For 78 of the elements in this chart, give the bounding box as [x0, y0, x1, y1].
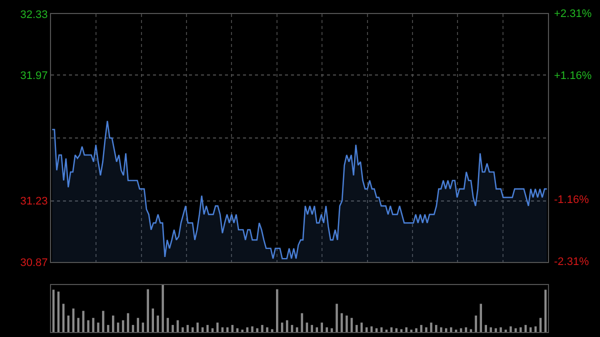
bar [280, 322, 284, 332]
bar [176, 320, 179, 332]
bar [186, 324, 189, 332]
bar [77, 318, 80, 332]
bar [430, 322, 432, 332]
bar [116, 322, 120, 332]
bar [182, 327, 184, 332]
bar [166, 318, 169, 332]
bar [440, 327, 442, 332]
bar [360, 322, 363, 332]
bar [266, 327, 268, 332]
bar [520, 327, 522, 332]
bar [460, 328, 462, 332]
bar [156, 316, 159, 332]
bar [510, 326, 512, 332]
bar [490, 327, 492, 332]
bar [320, 322, 323, 332]
bar [470, 329, 472, 332]
bar [514, 328, 517, 332]
y-tick-label: 31.97 [20, 70, 48, 82]
bar [211, 328, 214, 332]
bar [276, 289, 278, 332]
y-tick-label: 30.87 [20, 256, 48, 269]
bar [261, 324, 264, 332]
y2-tick-label: +2.31% [554, 8, 592, 20]
bar [400, 329, 402, 332]
y2-tick-label: -2.31% [554, 256, 590, 268]
bar [405, 327, 408, 332]
bar [216, 322, 219, 332]
bar [356, 324, 358, 332]
bar [192, 327, 194, 332]
bar [246, 327, 248, 332]
bar [52, 290, 55, 332]
bar [172, 324, 174, 332]
bar [107, 324, 110, 332]
bar [346, 316, 348, 332]
bar [425, 327, 428, 332]
bar [72, 308, 74, 332]
bar [142, 322, 144, 332]
bar [162, 285, 164, 332]
bar [97, 322, 100, 332]
bar [340, 313, 343, 332]
bar [336, 304, 338, 332]
bar [92, 318, 94, 332]
bar [395, 328, 398, 332]
bar [82, 310, 84, 332]
bar [375, 328, 378, 332]
bar [102, 310, 104, 332]
bar [300, 313, 304, 332]
bar [126, 313, 130, 332]
y2-tick-label: -1.16% [554, 194, 590, 206]
bar [415, 328, 418, 332]
bar [544, 290, 547, 332]
bar [112, 316, 114, 332]
bar [87, 320, 90, 332]
bar [326, 327, 328, 332]
y2-tick-label: +1.16% [554, 70, 592, 82]
bar [67, 316, 70, 332]
bar [57, 292, 60, 332]
bar [330, 328, 333, 332]
bar [152, 308, 154, 332]
bar [474, 316, 478, 332]
bar [306, 322, 308, 332]
bar [350, 318, 353, 332]
bar [420, 324, 422, 332]
y-tick-label: 32.33 [20, 8, 48, 21]
bar [256, 328, 258, 332]
bar [196, 322, 199, 332]
bar [500, 327, 502, 332]
bar [435, 324, 438, 332]
bar [146, 289, 150, 332]
bar [524, 324, 527, 332]
bar [445, 328, 448, 332]
bar [271, 329, 274, 332]
bar [236, 328, 238, 332]
bar [494, 328, 497, 332]
y-tick-label: 31.23 [20, 196, 48, 208]
bar [251, 326, 254, 332]
